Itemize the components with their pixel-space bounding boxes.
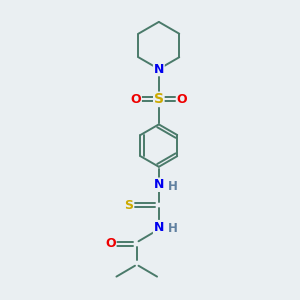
Text: O: O bbox=[130, 93, 141, 106]
Text: H: H bbox=[168, 180, 178, 193]
Text: O: O bbox=[176, 93, 187, 106]
Text: N: N bbox=[154, 62, 164, 76]
Text: S: S bbox=[154, 92, 164, 106]
Text: H: H bbox=[168, 222, 178, 236]
Text: O: O bbox=[105, 237, 116, 250]
Text: N: N bbox=[154, 220, 164, 234]
Text: N: N bbox=[154, 178, 164, 191]
Text: S: S bbox=[124, 199, 134, 212]
